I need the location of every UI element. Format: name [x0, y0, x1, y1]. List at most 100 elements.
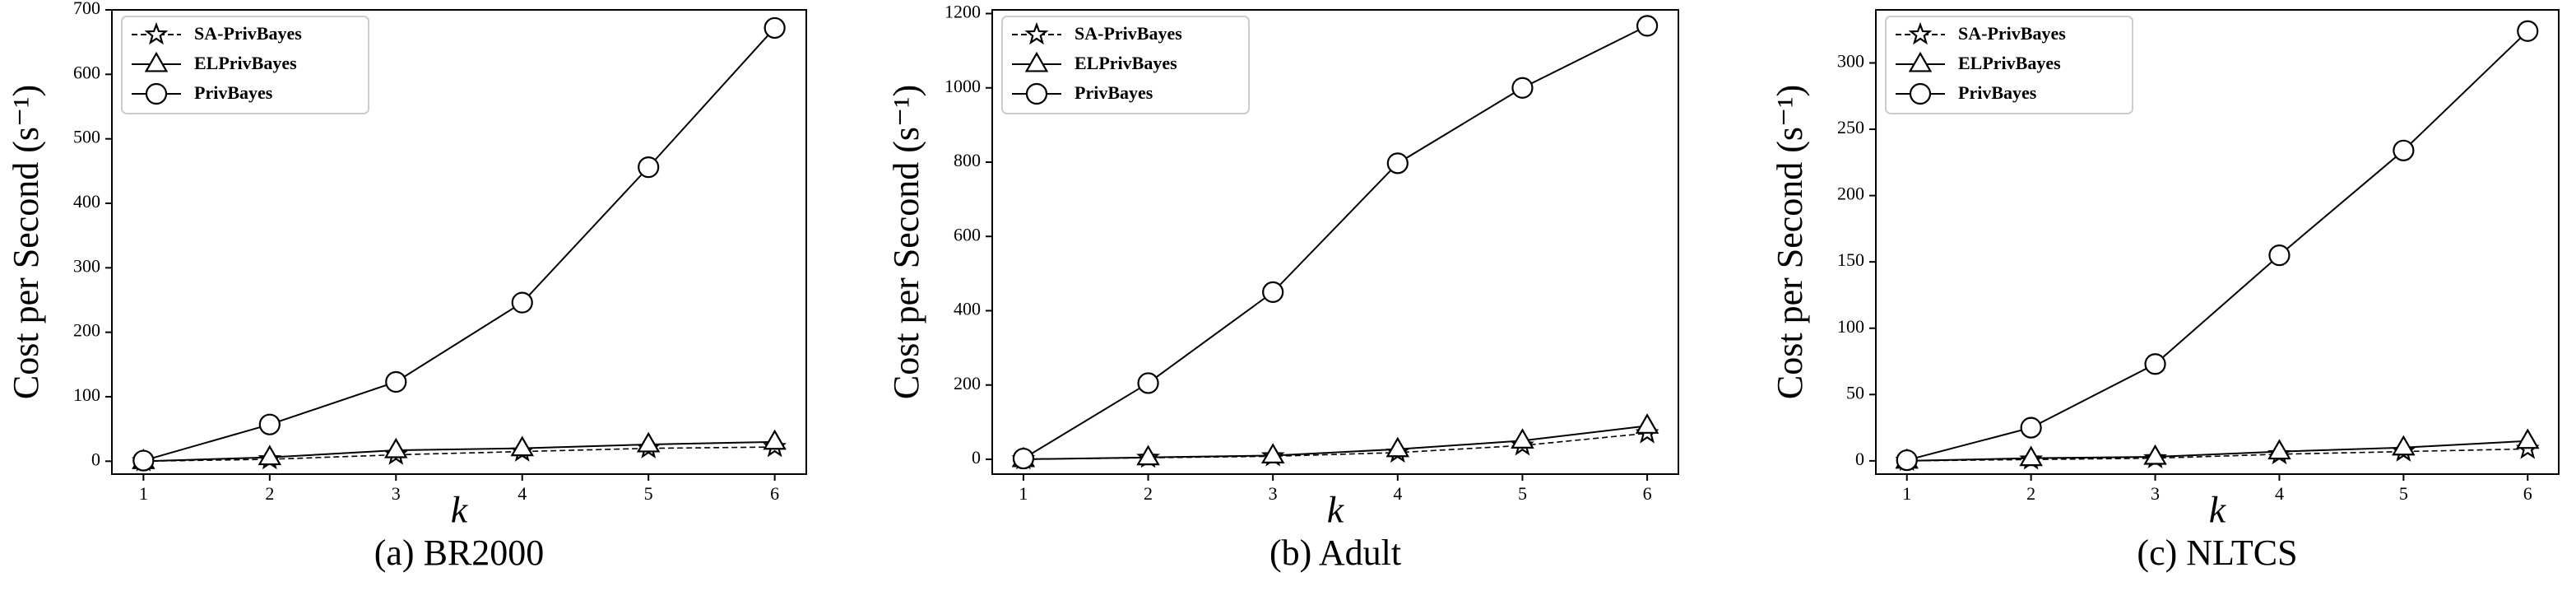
y-tick-label: 0	[972, 447, 981, 468]
x-tick-label: 2	[265, 483, 274, 504]
y-tick-label: 300	[73, 255, 100, 276]
marker	[258, 413, 281, 435]
panel-title: (c) NLTCS	[2137, 533, 2297, 573]
legend-label: PrivBayes	[1074, 82, 1153, 103]
marker	[1137, 372, 1159, 394]
x-axis-label: k	[1327, 489, 1345, 531]
y-axis-label: Cost per Second (s⁻¹)	[886, 85, 926, 399]
legend-marker	[144, 51, 169, 72]
x-tick-label: 6	[1643, 483, 1652, 504]
legend-label: ELPrivBayes	[194, 53, 297, 73]
marker	[1260, 443, 1285, 463]
marker	[638, 156, 660, 179]
marker	[1636, 15, 1659, 37]
y-tick-label: 200	[954, 373, 981, 393]
legend-label: ELPrivBayes	[1074, 53, 1177, 73]
x-tick-label: 6	[2523, 483, 2532, 504]
x-tick-label: 4	[518, 483, 527, 504]
marker	[511, 291, 533, 314]
x-tick-label: 4	[1393, 483, 1402, 504]
marker	[258, 444, 282, 466]
x-tick-label: 3	[1269, 483, 1278, 504]
legend-label: PrivBayes	[194, 82, 273, 103]
y-tick-label: 400	[954, 299, 981, 319]
legend-marker	[1908, 51, 1933, 72]
y-tick-label: 100	[73, 384, 100, 405]
marker	[1896, 449, 1918, 472]
marker	[2268, 244, 2291, 267]
marker	[1511, 77, 1534, 99]
legend-marker	[1909, 82, 1932, 105]
marker	[2392, 435, 2416, 456]
x-tick-label: 4	[2275, 483, 2284, 504]
marker	[1385, 436, 1410, 458]
plot-frame	[991, 9, 1679, 475]
marker	[510, 435, 534, 457]
legend-marker	[1025, 82, 1048, 105]
x-tick-label: 1	[1902, 483, 1911, 504]
marker	[2019, 445, 2043, 467]
legend-marker	[1024, 21, 1049, 45]
y-axis-label: Cost per Second (s⁻¹)	[1770, 85, 1810, 399]
y-tick-label: 500	[73, 127, 100, 147]
series-line	[1906, 440, 2528, 462]
x-axis-label: k	[2209, 489, 2227, 531]
marker	[2143, 444, 2167, 465]
series-line	[143, 446, 775, 463]
series-line	[1906, 448, 2528, 462]
x-tick-label: 3	[2151, 483, 2160, 504]
panel-title: (a) BR2000	[374, 533, 545, 573]
marker	[1635, 413, 1659, 434]
x-tick-label: 1	[139, 483, 148, 504]
legend-label: PrivBayes	[1958, 82, 2037, 103]
legend-label: ELPrivBayes	[1958, 53, 2061, 73]
marker	[1386, 152, 1409, 175]
marker	[1511, 428, 1534, 449]
marker	[764, 16, 786, 40]
marker	[2020, 416, 2042, 439]
legend-marker	[1908, 21, 1933, 45]
y-tick-label: 250	[1837, 117, 1864, 137]
marker	[2144, 353, 2166, 375]
y-tick-label: 1200	[945, 2, 981, 22]
y-tick-label: 0	[91, 449, 100, 469]
marker	[1136, 444, 1160, 466]
series-line	[1023, 425, 1648, 460]
y-tick-label: 400	[73, 191, 100, 212]
legend-marker	[144, 21, 169, 45]
series-line	[1023, 25, 1648, 459]
x-tick-label: 2	[2026, 483, 2035, 504]
x-tick-label: 1	[1019, 483, 1028, 504]
x-tick-label: 2	[1144, 483, 1153, 504]
marker	[636, 431, 661, 453]
legend-marker	[145, 82, 168, 105]
y-tick-label: 700	[73, 0, 100, 18]
legend-label: SA-PrivBayes	[1074, 23, 1182, 44]
marker	[1262, 281, 1284, 304]
plot-frame	[111, 9, 807, 475]
series-line	[143, 440, 775, 463]
legend-box	[1001, 16, 1250, 114]
marker	[2517, 20, 2539, 42]
x-tick-label: 5	[644, 483, 653, 504]
legend-label: SA-PrivBayes	[1958, 23, 2066, 44]
x-tick-label: 3	[392, 483, 401, 504]
legend-box	[121, 16, 369, 114]
marker	[132, 449, 155, 472]
y-tick-label: 50	[1846, 382, 1864, 403]
legend-label: SA-PrivBayes	[194, 23, 302, 44]
y-axis-label: Cost per Second (s⁻¹)	[6, 85, 46, 399]
series-line	[143, 27, 776, 462]
y-tick-label: 1000	[945, 76, 981, 96]
x-tick-label: 5	[2399, 483, 2408, 504]
marker	[385, 370, 407, 393]
series-line	[1906, 30, 2528, 462]
y-tick-label: 200	[73, 320, 100, 341]
y-tick-label: 150	[1837, 249, 1864, 270]
marker	[2516, 428, 2540, 449]
marker	[763, 429, 787, 450]
y-tick-label: 600	[73, 62, 100, 82]
panel-title: (b) Adult	[1269, 533, 1401, 573]
